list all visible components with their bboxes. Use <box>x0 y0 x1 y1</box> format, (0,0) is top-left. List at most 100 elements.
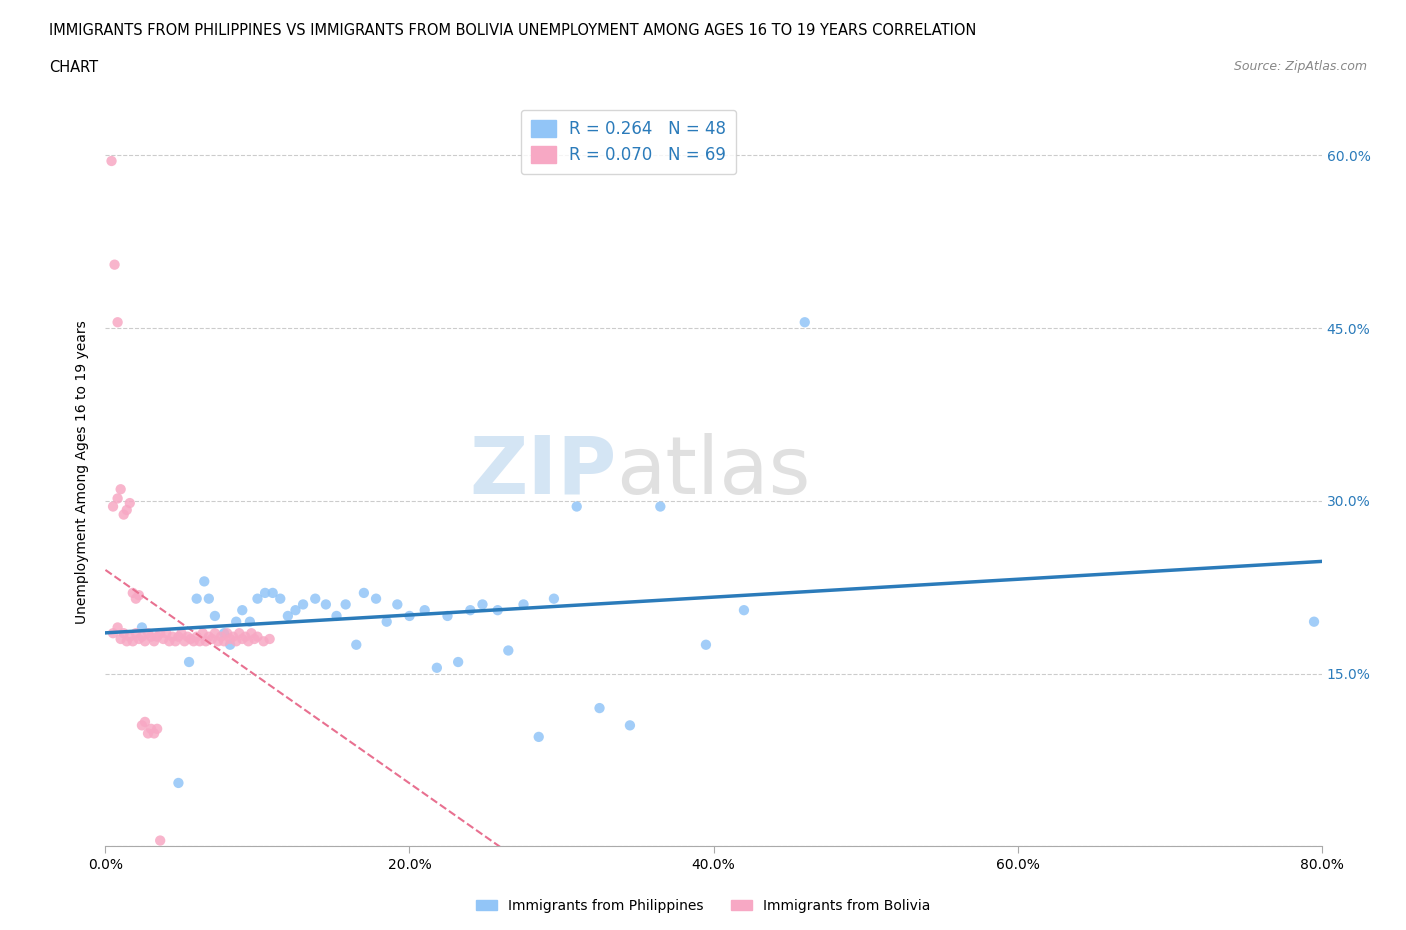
Point <box>565 499 588 514</box>
Point <box>136 626 159 641</box>
Point <box>110 482 132 497</box>
Point <box>222 630 245 644</box>
Point <box>228 626 250 641</box>
Point <box>219 637 242 652</box>
Point <box>139 722 162 737</box>
Point <box>146 630 169 644</box>
Point <box>118 496 141 511</box>
Point <box>177 655 200 670</box>
Point <box>304 591 326 606</box>
Point <box>252 634 274 649</box>
Text: ZIP: ZIP <box>470 433 616 511</box>
Point <box>157 634 180 649</box>
Point <box>217 626 239 641</box>
Text: IMMIGRANTS FROM PHILIPPINES VS IMMIGRANTS FROM BOLIVIA UNEMPLOYMENT AMONG AGES 1: IMMIGRANTS FROM PHILIPPINES VS IMMIGRANT… <box>49 23 977 38</box>
Point <box>259 631 281 646</box>
Point <box>136 726 159 741</box>
Point <box>143 634 166 649</box>
Point <box>103 258 125 272</box>
Point <box>149 626 172 641</box>
Point <box>335 597 357 612</box>
Point <box>375 615 398 630</box>
Point <box>101 626 124 641</box>
Point <box>188 634 211 649</box>
Point <box>527 729 550 744</box>
Point <box>204 608 226 623</box>
Point <box>143 726 166 741</box>
Point <box>436 608 458 623</box>
Point <box>458 603 481 618</box>
Point <box>1303 615 1326 630</box>
Point <box>219 631 242 646</box>
Point <box>512 597 534 612</box>
Point <box>191 626 214 641</box>
Point <box>152 631 174 646</box>
Point <box>149 833 172 848</box>
Point <box>139 630 162 644</box>
Point <box>186 630 208 644</box>
Point <box>543 591 565 606</box>
Point <box>176 630 198 644</box>
Text: Source: ZipAtlas.com: Source: ZipAtlas.com <box>1233 60 1367 73</box>
Point <box>277 608 299 623</box>
Point <box>131 718 153 733</box>
Point <box>201 631 224 646</box>
Point <box>239 615 262 630</box>
Point <box>364 591 387 606</box>
Point <box>387 597 409 612</box>
Point <box>162 630 184 644</box>
Point <box>107 491 129 506</box>
Y-axis label: Unemployment Among Ages 16 to 19 years: Unemployment Among Ages 16 to 19 years <box>76 320 90 624</box>
Point <box>398 608 420 623</box>
Text: CHART: CHART <box>49 60 98 75</box>
Point <box>115 502 138 517</box>
Point <box>240 626 263 641</box>
Text: atlas: atlas <box>616 433 811 511</box>
Point <box>231 631 253 646</box>
Point <box>207 634 229 649</box>
Point <box>107 620 129 635</box>
Point <box>246 630 269 644</box>
Point <box>262 586 284 601</box>
Point <box>134 714 156 729</box>
Point <box>733 603 755 618</box>
Point <box>315 597 337 612</box>
Point <box>650 499 672 514</box>
Point <box>246 591 269 606</box>
Point <box>167 630 190 644</box>
Point <box>284 603 307 618</box>
Point <box>204 626 226 641</box>
Point <box>588 700 610 715</box>
Point <box>198 591 221 606</box>
Point <box>619 718 641 733</box>
Point <box>180 631 202 646</box>
Point <box>167 776 190 790</box>
Point <box>128 631 150 646</box>
Point <box>269 591 291 606</box>
Point <box>155 626 177 641</box>
Point <box>254 586 277 601</box>
Point <box>134 634 156 649</box>
Point <box>110 631 132 646</box>
Point <box>225 615 247 630</box>
Point <box>100 153 122 168</box>
Point <box>112 507 135 522</box>
Point <box>426 660 449 675</box>
Point <box>186 591 208 606</box>
Point <box>413 603 436 618</box>
Point <box>793 315 815 330</box>
Point <box>112 626 135 641</box>
Point <box>131 630 153 644</box>
Point <box>238 634 260 649</box>
Point <box>225 634 247 649</box>
Point <box>233 630 256 644</box>
Point <box>212 626 235 641</box>
Point <box>115 634 138 649</box>
Legend: Immigrants from Philippines, Immigrants from Bolivia: Immigrants from Philippines, Immigrants … <box>470 894 936 919</box>
Point <box>498 643 520 658</box>
Point <box>170 626 193 641</box>
Point <box>121 634 143 649</box>
Point <box>231 603 253 618</box>
Point <box>146 722 169 737</box>
Point <box>107 315 129 330</box>
